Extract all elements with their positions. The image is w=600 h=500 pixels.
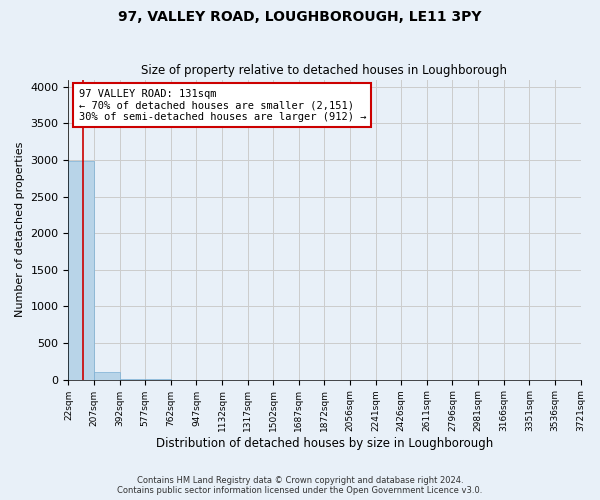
Title: Size of property relative to detached houses in Loughborough: Size of property relative to detached ho…: [142, 64, 508, 77]
X-axis label: Distribution of detached houses by size in Loughborough: Distribution of detached houses by size …: [156, 437, 493, 450]
Text: 97 VALLEY ROAD: 131sqm
← 70% of detached houses are smaller (2,151)
30% of semi-: 97 VALLEY ROAD: 131sqm ← 70% of detached…: [79, 88, 366, 122]
Bar: [94, 372, 119, 380]
Text: Contains HM Land Registry data © Crown copyright and database right 2024.
Contai: Contains HM Land Registry data © Crown c…: [118, 476, 482, 495]
Y-axis label: Number of detached properties: Number of detached properties: [15, 142, 25, 318]
Bar: [68, 161, 94, 380]
Text: 97, VALLEY ROAD, LOUGHBOROUGH, LE11 3PY: 97, VALLEY ROAD, LOUGHBOROUGH, LE11 3PY: [118, 10, 482, 24]
